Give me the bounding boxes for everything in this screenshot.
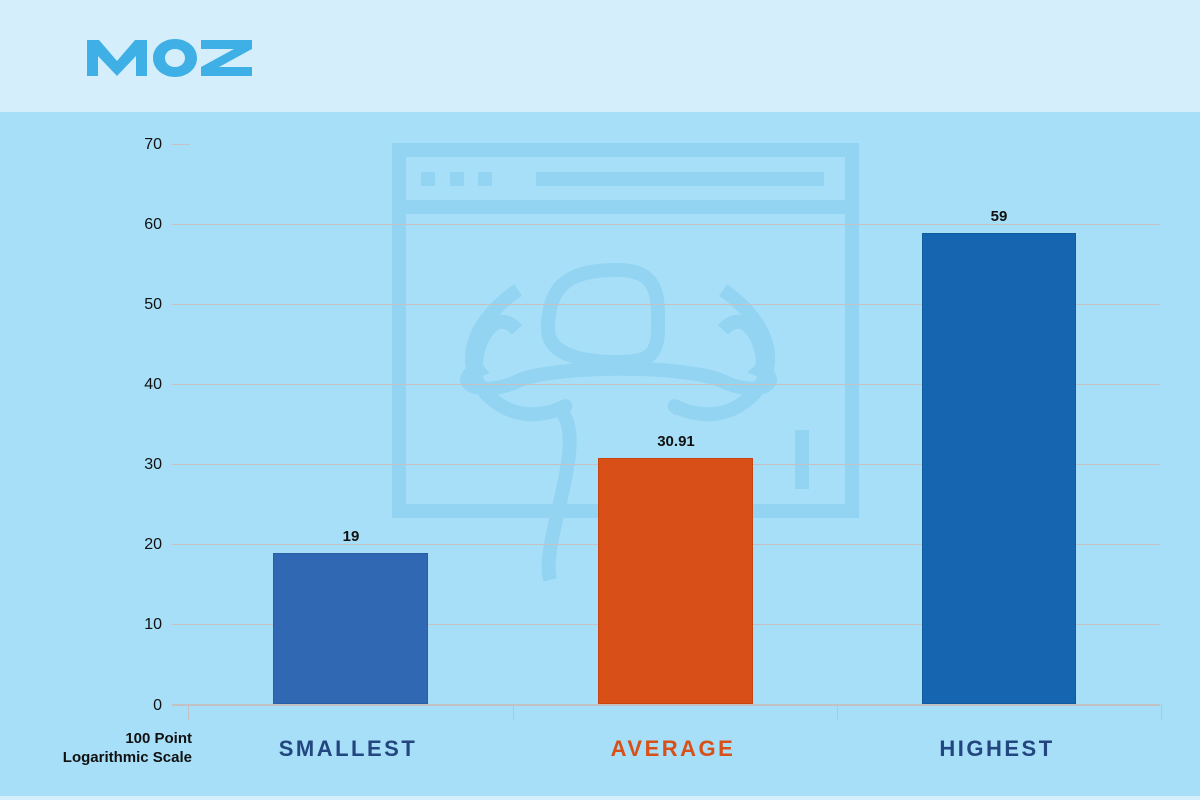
gridline-50 <box>190 304 1160 305</box>
y-axis-title-line2: Logarithmic Scale <box>62 749 192 766</box>
gridline-tick-0 <box>172 704 190 706</box>
bar-smallest <box>273 553 428 704</box>
gridline-tick-30 <box>172 464 190 465</box>
y-tick-label: 0 <box>153 697 162 714</box>
y-tick-label: 30 <box>144 456 162 473</box>
y-tick-label: 50 <box>144 296 162 313</box>
bar-average <box>598 458 753 704</box>
x-tick <box>513 704 514 720</box>
category-label-smallest: SMALLEST <box>278 736 418 761</box>
y-axis-title: 100 Point Logarithmic Scale <box>20 729 192 767</box>
y-axis-title-line1: 100 Point <box>125 730 192 747</box>
gridline-40 <box>190 384 1160 385</box>
header-banner <box>0 0 1200 112</box>
bar-highest <box>922 233 1076 704</box>
gridline-tick-70 <box>172 144 190 145</box>
gridline-60 <box>190 224 1160 225</box>
category-label-average: AVERAGE <box>610 736 736 761</box>
x-tick <box>837 704 838 720</box>
y-tick-label: 20 <box>144 536 162 553</box>
moz-logo <box>86 36 254 85</box>
x-axis-line <box>190 704 1160 706</box>
category-label-highest: HIGHEST <box>939 736 1055 761</box>
data-label-smallest: 19 <box>342 528 360 545</box>
x-tick <box>1161 704 1162 720</box>
data-label-average: 30.91 <box>657 433 695 450</box>
gridline-tick-40 <box>172 384 190 385</box>
gridline-tick-20 <box>172 544 190 545</box>
y-tick-label: 70 <box>144 136 162 153</box>
x-tick <box>188 704 189 720</box>
footer-strip <box>0 796 1200 800</box>
moz-logo-icon <box>87 39 252 77</box>
y-tick-label: 10 <box>144 616 162 633</box>
gridline-tick-10 <box>172 624 190 625</box>
y-tick-label: 40 <box>144 376 162 393</box>
data-label-highest: 59 <box>990 208 1008 225</box>
gridline-tick-50 <box>172 304 190 305</box>
y-tick-label: 60 <box>144 216 162 233</box>
gridline-tick-60 <box>172 224 190 225</box>
